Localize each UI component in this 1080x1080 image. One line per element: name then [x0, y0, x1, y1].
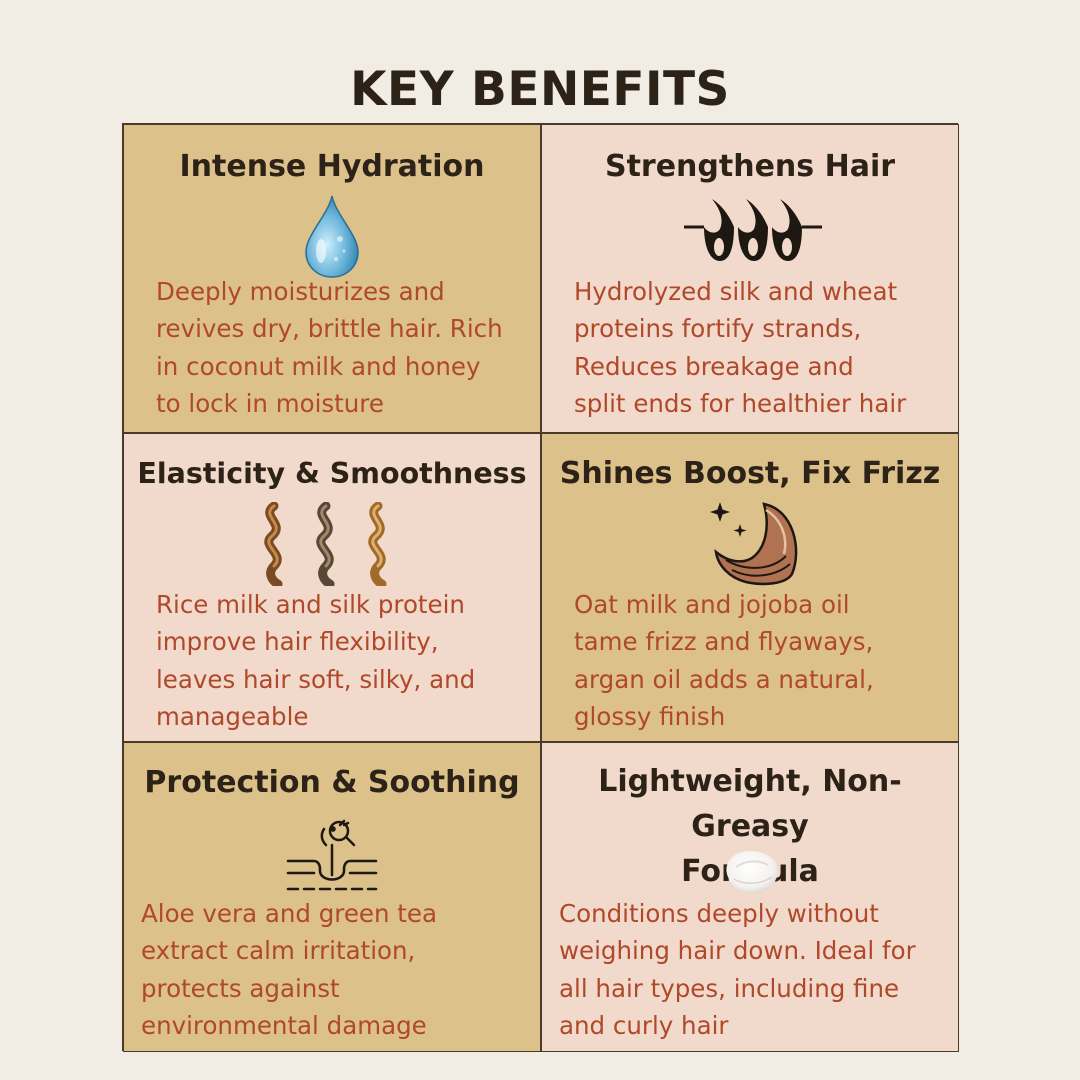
scalp-follicle-icon	[286, 819, 378, 891]
benefit-card-lightweight: Lightweight, Non-Greasy Formula Conditio…	[541, 742, 959, 1052]
benefit-title: Elasticity & Smoothness	[137, 457, 527, 490]
shiny-hair-icon	[710, 502, 798, 586]
benefit-description: Aloe vera and green tea extract calm irr…	[141, 899, 437, 1040]
benefit-card-hydration: Intense Hydration Deeply moisturizes and…	[123, 124, 541, 433]
water-drop-icon	[305, 195, 359, 278]
benefit-card-elasticity: Elasticity & Smoothness Rice milk and si…	[123, 433, 541, 742]
benefit-description: Oat milk and jojoba oil tame frizz and f…	[574, 590, 874, 731]
benefit-title: Strengthens Hair	[604, 149, 896, 184]
benefit-description: Conditions deeply without weighing hair …	[559, 899, 916, 1040]
benefit-card-protection: Protection & Soothing Aloe vera and gree…	[123, 742, 541, 1052]
benefits-grid: Intense Hydration Deeply moisturizes and…	[122, 123, 959, 1052]
benefit-description: Rice milk and silk protein improve hair …	[156, 590, 476, 731]
hair-follicles-icon	[684, 199, 822, 261]
benefit-title: Protection & Soothing	[144, 765, 520, 800]
page-title: KEY BENEFITS	[350, 62, 730, 117]
hair-curls-icon	[264, 502, 387, 586]
benefit-description: Hydrolyzed silk and wheat proteins forti…	[574, 277, 907, 418]
benefit-title: Shines Boost, Fix Frizz	[559, 456, 941, 491]
benefit-card-strength: Strengthens Hair Hydrolyzed silk and whe…	[541, 124, 959, 433]
cream-swatch-icon	[726, 851, 779, 894]
benefit-title: Lightweight, Non-Greasy Formula	[598, 764, 902, 889]
benefit-title: Intense Hydration	[179, 149, 485, 184]
benefit-card-shine: Shines Boost, Fix Frizz Oat milk and joj…	[541, 433, 959, 742]
benefit-description: Deeply moisturizes and revives dry, brit…	[156, 277, 503, 418]
